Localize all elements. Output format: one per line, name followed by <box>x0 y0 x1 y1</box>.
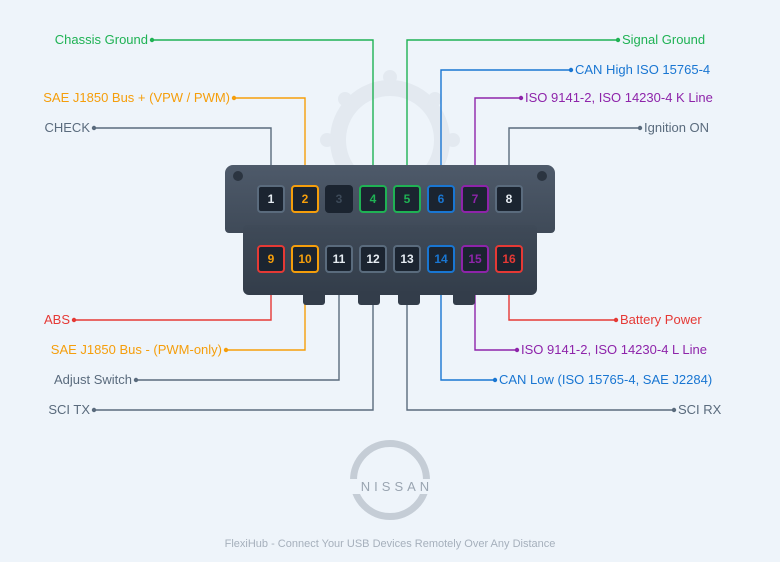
wire-end-adjust <box>134 378 138 382</box>
wire-end-sae-bus-minus <box>224 348 228 352</box>
pin-5: 5 <box>393 185 421 213</box>
pin-10: 10 <box>291 245 319 273</box>
pin-4: 4 <box>359 185 387 213</box>
tab-icon <box>398 291 420 305</box>
label-chassis-ground: Chassis Ground <box>55 32 148 47</box>
pin-3: 3 <box>325 185 353 213</box>
wire-end-abs <box>72 318 76 322</box>
logo-ring-icon: NISSAN <box>350 440 430 520</box>
label-ignition: Ignition ON <box>644 120 709 135</box>
pin-row-top: 12345678 <box>257 185 523 213</box>
wire-end-can-low <box>493 378 497 382</box>
footer-text: FlexiHub - Connect Your USB Devices Remo… <box>0 538 780 550</box>
logo-text: NISSAN <box>343 479 451 494</box>
pin-2: 2 <box>291 185 319 213</box>
pin-13: 13 <box>393 245 421 273</box>
label-scirx: SCI RX <box>678 402 721 417</box>
wire-end-kline <box>519 96 523 100</box>
label-scitx: SCI TX <box>48 402 90 417</box>
pin-6: 6 <box>427 185 455 213</box>
screw-left-icon <box>233 171 243 181</box>
wire-end-check <box>92 126 96 130</box>
wire-end-chassis-ground <box>150 38 154 42</box>
wire-end-battery <box>614 318 618 322</box>
tab-icon <box>358 291 380 305</box>
label-check: CHECK <box>44 120 90 135</box>
label-sae-bus-minus: SAE J1850 Bus - (PWM-only) <box>51 342 222 357</box>
label-can-high: CAN High ISO 15765-4 <box>575 62 710 77</box>
pin-9: 9 <box>257 245 285 273</box>
obd-connector: 12345678 910111213141516 <box>225 165 555 300</box>
wire-end-sae-bus-plus <box>232 96 236 100</box>
wire-end-signal-ground <box>616 38 620 42</box>
pin-8: 8 <box>495 185 523 213</box>
pin-14: 14 <box>427 245 455 273</box>
wire-end-lline <box>515 348 519 352</box>
label-signal-ground: Signal Ground <box>622 32 705 47</box>
screw-right-icon <box>537 171 547 181</box>
wire-end-ignition <box>638 126 642 130</box>
label-lline: ISO 9141-2, ISO 14230-4 L Line <box>521 342 707 357</box>
pin-15: 15 <box>461 245 489 273</box>
pin-7: 7 <box>461 185 489 213</box>
label-battery: Battery Power <box>620 312 702 327</box>
tab-icon <box>453 291 475 305</box>
pin-16: 16 <box>495 245 523 273</box>
pin-11: 11 <box>325 245 353 273</box>
pin-1: 1 <box>257 185 285 213</box>
label-abs: ABS <box>44 312 70 327</box>
label-kline: ISO 9141-2, ISO 14230-4 K Line <box>525 90 713 105</box>
label-adjust: Adjust Switch <box>54 372 132 387</box>
label-can-low: CAN Low (ISO 15765-4, SAE J2284) <box>499 372 712 387</box>
wire-end-can-high <box>569 68 573 72</box>
brand-logo: NISSAN <box>340 440 440 520</box>
wire-end-scitx <box>92 408 96 412</box>
pin-12: 12 <box>359 245 387 273</box>
pin-row-bottom: 910111213141516 <box>257 245 523 273</box>
label-sae-bus-plus: SAE J1850 Bus + (VPW / PWM) <box>43 90 230 105</box>
wire-end-scirx <box>672 408 676 412</box>
tab-icon <box>303 291 325 305</box>
